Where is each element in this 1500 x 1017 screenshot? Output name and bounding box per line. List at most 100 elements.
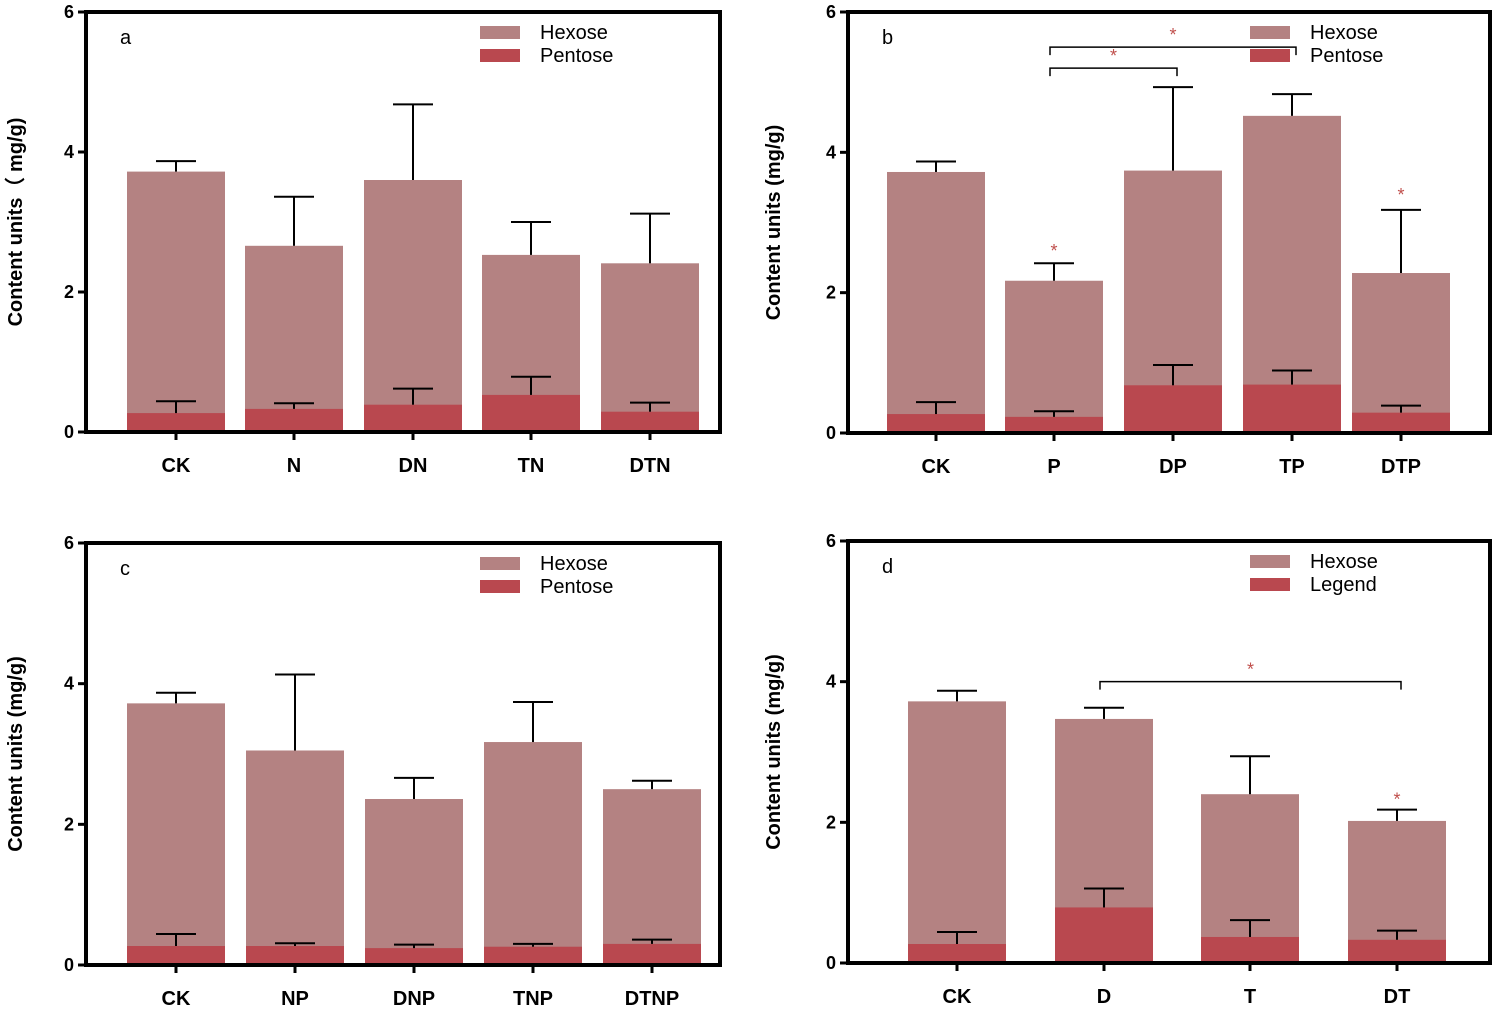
panel-d-ylabel: Content units (mg/g) bbox=[763, 654, 785, 850]
panel-d-letter: d bbox=[882, 556, 893, 578]
panel-b-category-label-3: TP bbox=[1279, 456, 1305, 478]
panel-c-legend-swatch-1 bbox=[480, 580, 520, 593]
panel-c-legend-label-0: Hexose bbox=[540, 553, 608, 575]
panel-d-bar-pentose-3 bbox=[1348, 939, 1446, 963]
panel-b-bar-hexose-0 bbox=[887, 171, 985, 434]
panel-c-bar-pentose-0 bbox=[127, 946, 225, 965]
panel-d-bar-pentose-2 bbox=[1201, 936, 1299, 963]
panel-b-ytick-label-3: 6 bbox=[826, 2, 836, 22]
panel-c-frame bbox=[84, 541, 722, 967]
panel-a-category-label-0: CK bbox=[162, 455, 191, 477]
panel-a-bar-pentose-2 bbox=[364, 404, 462, 432]
panel-a-ytick-label-1: 2 bbox=[64, 282, 74, 302]
panel-c-ytick-label-3: 6 bbox=[64, 533, 74, 553]
panel-d-legend-label-1: Legend bbox=[1310, 574, 1377, 596]
panel-a-category-label-3: TN bbox=[518, 455, 545, 477]
panel-d-bracket-0 bbox=[1099, 680, 1402, 690]
panel-b-legend-label-1: Pentose bbox=[1310, 45, 1383, 67]
panel-d-ytick-label-2: 4 bbox=[826, 672, 836, 692]
panel-a-legend-swatch-0 bbox=[480, 26, 520, 39]
panel-c-bar-hexose-1 bbox=[246, 750, 344, 965]
panel-b-bar-hexose-1 bbox=[1005, 280, 1103, 433]
panel-d-ytick-label-0: 0 bbox=[826, 953, 836, 973]
panel-a-bar-hexose-1 bbox=[245, 245, 343, 432]
panel-d-legend-label-0: Hexose bbox=[1310, 551, 1378, 573]
panel-c-category-label-4: DTNP bbox=[625, 988, 679, 1010]
panel-b-significance-star-1: * bbox=[1397, 185, 1404, 205]
panel-d-category-label-1: D bbox=[1097, 986, 1111, 1008]
panel-b-legend-swatch-0 bbox=[1250, 26, 1290, 39]
panel-c-legend-label-1: Pentose bbox=[540, 576, 613, 598]
panel-b-legend-swatch-1 bbox=[1250, 49, 1290, 62]
panel-c-legend-swatch-0 bbox=[480, 557, 520, 570]
panel-d-bar-pentose-0 bbox=[908, 944, 1006, 963]
panel-a-legend-label-1: Pentose bbox=[540, 45, 613, 67]
panel-d-significance-star-0: * bbox=[1393, 790, 1400, 810]
panel-c-category-label-3: TNP bbox=[513, 988, 553, 1010]
panel-b-significance-star-0: * bbox=[1050, 241, 1057, 261]
panel-a-ytick-label-2: 4 bbox=[64, 142, 74, 162]
panel-b-ytick-label-1: 2 bbox=[826, 283, 836, 303]
panel-c-ytick-label-0: 0 bbox=[64, 955, 74, 975]
panel-b-bar-pentose-3 bbox=[1243, 384, 1341, 433]
panel-c-bar-pentose-4 bbox=[603, 943, 701, 965]
panel-b-ytick-label-0: 0 bbox=[826, 423, 836, 443]
panel-b-bar-pentose-2 bbox=[1124, 385, 1222, 433]
panel-b-bar-pentose-1 bbox=[1005, 416, 1103, 433]
panel-c-bar-pentose-1 bbox=[246, 946, 344, 965]
panel-a-legend-label-0: Hexose bbox=[540, 22, 608, 44]
panel-c-ylabel: Content units (mg/g) bbox=[5, 656, 27, 852]
panel-b-category-label-0: CK bbox=[922, 456, 951, 478]
panel-c-category-label-2: DNP bbox=[393, 988, 435, 1010]
panel-c-category-label-1: NP bbox=[281, 988, 309, 1010]
panel-a-frame bbox=[84, 10, 722, 434]
panel-a-category-label-4: DTN bbox=[629, 455, 670, 477]
panel-d-ytick-label-1: 2 bbox=[826, 812, 836, 832]
panel-a-bar-pentose-4 bbox=[601, 411, 699, 432]
panel-b-ylabel: Content units (mg/g) bbox=[763, 125, 785, 321]
panel-b-bracket-1 bbox=[1049, 46, 1297, 56]
panel-d-bracket-star-0: * bbox=[1247, 660, 1254, 680]
panel-d-legend-swatch-1 bbox=[1250, 578, 1290, 591]
panel-c-bar-hexose-0 bbox=[127, 703, 225, 965]
panel-c-bar-pentose-2 bbox=[365, 948, 463, 965]
panel-c-bar-pentose-3 bbox=[484, 946, 582, 965]
panel-c-bar-hexose-4 bbox=[603, 789, 701, 965]
panel-c-bar-hexose-2 bbox=[365, 799, 463, 965]
panel-d-frame bbox=[846, 539, 1492, 965]
panel-b-bracket-0 bbox=[1049, 67, 1178, 77]
panel-c-ytick-label-2: 4 bbox=[64, 674, 74, 694]
panel-a-legend-swatch-1 bbox=[480, 49, 520, 62]
panel-a-letter: a bbox=[120, 27, 132, 49]
panel-a-bar-pentose-3 bbox=[482, 394, 580, 432]
panel-d-ytick-label-3: 6 bbox=[826, 531, 836, 551]
panel-c-category-label-0: CK bbox=[162, 988, 191, 1010]
panel-b-bar-pentose-4 bbox=[1352, 412, 1450, 433]
panel-a-category-label-1: N bbox=[287, 455, 301, 477]
panel-a-category-label-2: DN bbox=[399, 455, 428, 477]
panel-a-ytick-label-0: 0 bbox=[64, 422, 74, 442]
panel-b-legend-label-0: Hexose bbox=[1310, 22, 1378, 44]
panel-b-bracket-star-1: * bbox=[1169, 25, 1176, 45]
panel-d-category-label-3: DT bbox=[1384, 986, 1411, 1008]
panel-d-category-label-2: T bbox=[1244, 986, 1256, 1008]
panel-b-ytick-label-2: 4 bbox=[826, 142, 836, 162]
panel-b-category-label-2: DP bbox=[1159, 456, 1187, 478]
panel-d-category-label-0: CK bbox=[943, 986, 972, 1008]
panel-d-bar-pentose-1 bbox=[1055, 907, 1153, 963]
panel-a-bar-pentose-1 bbox=[245, 408, 343, 432]
panel-b-bracket-star-0: * bbox=[1110, 46, 1117, 66]
panel-b-letter: b bbox=[882, 27, 893, 49]
panel-a-bar-hexose-0 bbox=[127, 171, 225, 432]
panel-d-legend-swatch-0 bbox=[1250, 555, 1290, 568]
panel-b-frame bbox=[846, 10, 1492, 435]
panel-c-bar-hexose-3 bbox=[484, 742, 582, 965]
panel-a-bar-pentose-0 bbox=[127, 413, 225, 432]
panel-d-bar-hexose-0 bbox=[908, 701, 1006, 963]
panel-c-letter: c bbox=[120, 558, 130, 580]
panel-a-ytick-label-3: 6 bbox=[64, 2, 74, 22]
panel-c-ytick-label-1: 2 bbox=[64, 814, 74, 834]
panel-a-ylabel: Content units（ mg/g) bbox=[4, 118, 27, 327]
